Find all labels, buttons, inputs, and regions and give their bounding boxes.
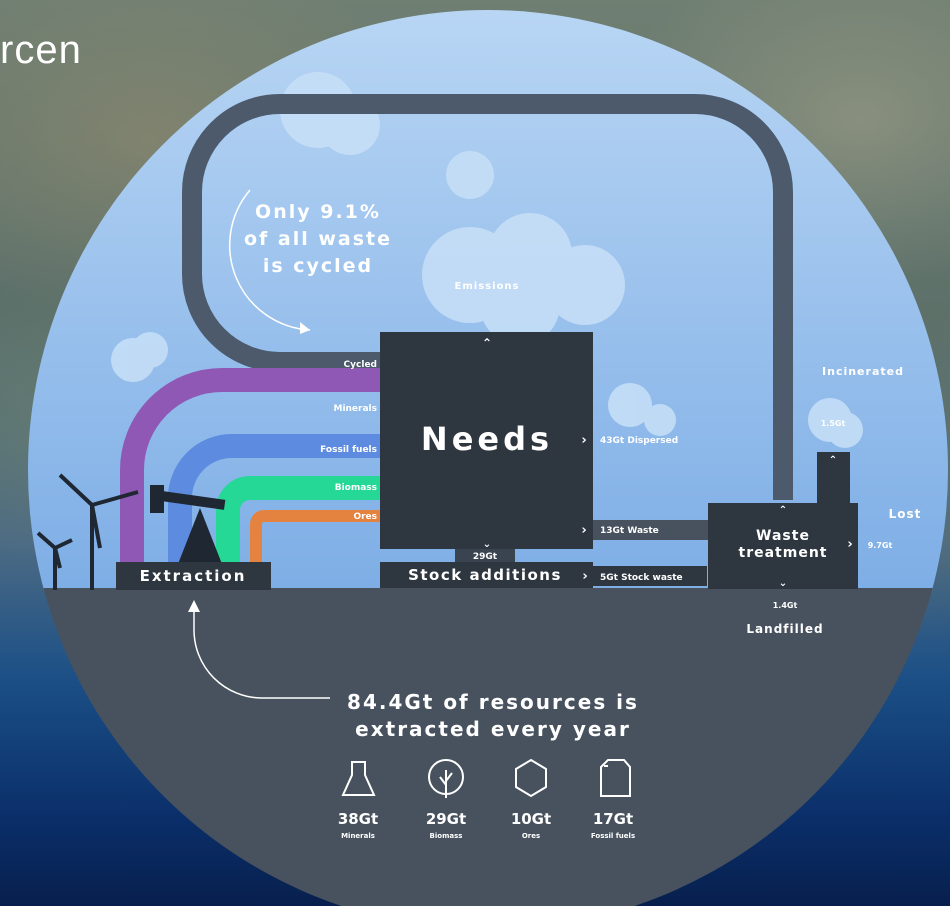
ores-flow bbox=[250, 510, 380, 580]
needs-down-chevron-icon: ⌄ bbox=[483, 539, 491, 550]
biomass-flow bbox=[216, 476, 380, 575]
fossil-fuels-label: Fossil fuels bbox=[320, 445, 377, 455]
resource-value-minerals: 38Gt bbox=[338, 810, 378, 828]
headline-line-2: extracted every year bbox=[355, 717, 631, 741]
resource-label-ores: Ores bbox=[522, 832, 540, 840]
extraction-label: Extraction bbox=[140, 567, 247, 585]
waste-treatment-box bbox=[708, 503, 858, 589]
loop-text-line-3: is cycled bbox=[263, 255, 373, 277]
flask-icon bbox=[341, 761, 376, 796]
waste-treatment-up-chevron-icon: ⌃ bbox=[779, 505, 787, 516]
loop-arrow-head-icon bbox=[300, 322, 310, 334]
slide-title-fragment: rcen bbox=[0, 28, 82, 72]
landfilled-label: Landfilled bbox=[746, 622, 823, 636]
waste-label: 13Gt Waste bbox=[600, 526, 659, 536]
tree-icon bbox=[428, 759, 464, 798]
loop-text-line-2: of all waste bbox=[244, 228, 392, 250]
waste-treatment-line-2: treatment bbox=[739, 545, 828, 561]
resource-label-minerals: Minerals bbox=[341, 832, 375, 840]
extraction-box bbox=[116, 562, 271, 590]
biomass-label: Biomass bbox=[335, 483, 377, 493]
stock-chevron-icon: › bbox=[582, 569, 587, 584]
extraction-arrow-head-icon bbox=[188, 600, 200, 612]
needs-box bbox=[380, 332, 593, 549]
minerals-flow bbox=[120, 368, 380, 575]
resource-value-fossil-fuels: 17Gt bbox=[593, 810, 633, 828]
chimney-up-chevron-icon: ⌃ bbox=[829, 455, 837, 466]
resource-label-biomass: Biomass bbox=[430, 832, 463, 840]
incinerated-label: Incinerated bbox=[822, 365, 904, 378]
canister-icon bbox=[600, 759, 631, 797]
dispersed-label: 43Gt Dispersed bbox=[600, 436, 678, 446]
incinerated-value: 1.5Gt bbox=[821, 419, 846, 428]
waste-flow-bar bbox=[593, 520, 710, 540]
wind-turbine-icon bbox=[36, 473, 139, 590]
resource-label-fossil-fuels: Fossil fuels bbox=[591, 832, 635, 840]
landfill-down-chevron-icon: ⌄ bbox=[779, 578, 787, 589]
lost-chevron-icon: › bbox=[847, 537, 852, 552]
stock-additions-value: 29Gt bbox=[473, 552, 498, 562]
needs-label: Needs bbox=[421, 420, 553, 458]
incinerator-chimney bbox=[817, 452, 850, 507]
cycle-loop bbox=[182, 94, 793, 500]
cycled-label: Cycled bbox=[344, 360, 377, 370]
landfilled-value: 1.4Gt bbox=[773, 601, 798, 610]
headline-line-1: 84.4Gt of resources is bbox=[347, 690, 639, 714]
resource-value-ores: 10Gt bbox=[511, 810, 551, 828]
stock-additions-label: Stock additions bbox=[408, 566, 562, 584]
extraction-arrow bbox=[193, 608, 330, 699]
minerals-label: Minerals bbox=[333, 404, 377, 414]
loop-text-line-1: Only 9.1% bbox=[255, 201, 381, 223]
needs-right-chevron-icon: › bbox=[581, 433, 586, 448]
stock-connector bbox=[455, 549, 515, 563]
emissions-label: Emissions bbox=[455, 281, 520, 292]
stock-waste-bar bbox=[593, 566, 707, 586]
waste-treatment-line-1: Waste bbox=[756, 528, 810, 544]
oil-pump-icon bbox=[150, 485, 226, 564]
needs-up-chevron-icon: ⌃ bbox=[482, 336, 492, 350]
lost-value: 9.7Gt bbox=[868, 541, 893, 550]
stock-additions-box bbox=[380, 562, 593, 588]
hexagon-icon bbox=[515, 758, 547, 798]
resource-value-biomass: 29Gt bbox=[426, 810, 466, 828]
loop-arrow bbox=[228, 189, 311, 331]
stock-waste-label: 5Gt Stock waste bbox=[600, 573, 683, 583]
lost-label: Lost bbox=[889, 507, 922, 521]
ores-label: Ores bbox=[353, 512, 377, 522]
waste-chevron-icon: › bbox=[581, 523, 586, 538]
